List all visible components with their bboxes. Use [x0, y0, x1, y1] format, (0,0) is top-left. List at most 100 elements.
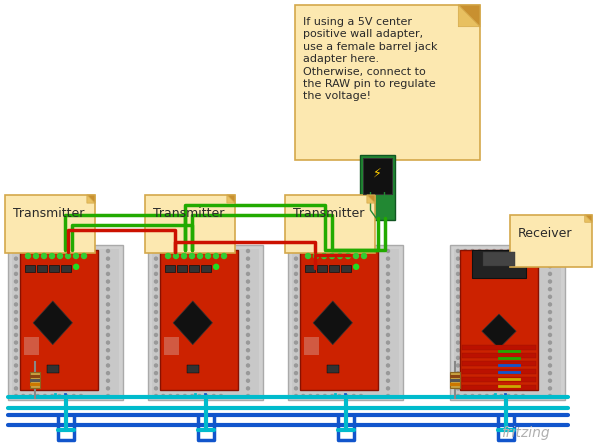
Circle shape [500, 295, 503, 298]
Circle shape [464, 265, 467, 268]
Circle shape [205, 280, 208, 283]
Circle shape [29, 387, 32, 390]
Circle shape [302, 303, 305, 306]
Circle shape [493, 326, 496, 329]
Circle shape [169, 295, 172, 298]
Circle shape [548, 303, 551, 306]
Circle shape [323, 371, 326, 375]
Circle shape [464, 280, 467, 283]
Circle shape [22, 395, 25, 397]
Polygon shape [482, 314, 516, 349]
Circle shape [386, 341, 389, 344]
Circle shape [205, 341, 208, 344]
Circle shape [514, 265, 517, 268]
Circle shape [352, 333, 355, 336]
Circle shape [521, 349, 524, 352]
Circle shape [500, 395, 503, 397]
Circle shape [302, 326, 305, 329]
Circle shape [14, 371, 17, 375]
Circle shape [14, 280, 17, 283]
Circle shape [514, 349, 517, 352]
Circle shape [331, 395, 334, 397]
Circle shape [214, 264, 218, 269]
Circle shape [386, 326, 389, 329]
FancyBboxPatch shape [24, 337, 39, 355]
Circle shape [309, 318, 312, 321]
Circle shape [212, 356, 215, 359]
Circle shape [247, 341, 250, 344]
Circle shape [352, 288, 355, 291]
Circle shape [464, 341, 467, 344]
Circle shape [305, 254, 311, 258]
Circle shape [386, 371, 389, 375]
Circle shape [79, 349, 83, 352]
Circle shape [184, 395, 187, 397]
Circle shape [107, 265, 110, 268]
Circle shape [548, 265, 551, 268]
Circle shape [191, 295, 194, 298]
Circle shape [14, 265, 17, 268]
Circle shape [43, 295, 46, 298]
Circle shape [29, 265, 32, 268]
FancyBboxPatch shape [462, 361, 536, 366]
Circle shape [514, 371, 517, 375]
Circle shape [198, 257, 201, 260]
Circle shape [58, 250, 61, 253]
Circle shape [295, 272, 298, 276]
Circle shape [184, 326, 187, 329]
Circle shape [500, 349, 503, 352]
Circle shape [471, 280, 474, 283]
Circle shape [212, 280, 215, 283]
Circle shape [302, 364, 305, 367]
Polygon shape [33, 301, 73, 345]
Circle shape [345, 303, 348, 306]
Circle shape [22, 318, 25, 321]
Circle shape [457, 395, 460, 397]
Circle shape [514, 326, 517, 329]
Circle shape [36, 356, 39, 359]
Circle shape [36, 272, 39, 276]
Circle shape [359, 326, 362, 329]
Circle shape [212, 364, 215, 367]
Circle shape [22, 295, 25, 298]
Circle shape [22, 303, 25, 306]
Circle shape [176, 303, 179, 306]
Circle shape [331, 265, 334, 268]
Circle shape [36, 326, 39, 329]
Circle shape [500, 326, 503, 329]
Circle shape [507, 257, 510, 260]
Circle shape [309, 280, 312, 283]
Circle shape [345, 371, 348, 375]
Circle shape [323, 379, 326, 382]
FancyBboxPatch shape [450, 379, 460, 382]
Circle shape [58, 280, 61, 283]
Circle shape [514, 379, 517, 382]
Circle shape [198, 318, 201, 321]
Circle shape [493, 333, 496, 336]
Circle shape [485, 379, 488, 382]
Circle shape [247, 318, 250, 321]
Circle shape [176, 295, 179, 298]
Circle shape [247, 387, 250, 390]
Circle shape [323, 310, 326, 314]
Circle shape [169, 280, 172, 283]
Circle shape [345, 257, 348, 260]
Circle shape [485, 272, 488, 276]
Circle shape [58, 265, 61, 268]
Circle shape [79, 272, 83, 276]
Circle shape [169, 303, 172, 306]
Circle shape [176, 265, 179, 268]
Circle shape [316, 303, 319, 306]
Circle shape [302, 341, 305, 344]
Circle shape [198, 326, 201, 329]
Circle shape [198, 280, 201, 283]
Circle shape [359, 341, 362, 344]
Circle shape [107, 318, 110, 321]
FancyBboxPatch shape [329, 265, 339, 272]
Circle shape [331, 341, 334, 344]
Circle shape [220, 387, 223, 390]
Circle shape [247, 364, 250, 367]
Circle shape [22, 288, 25, 291]
Circle shape [316, 395, 319, 397]
Circle shape [493, 364, 496, 367]
